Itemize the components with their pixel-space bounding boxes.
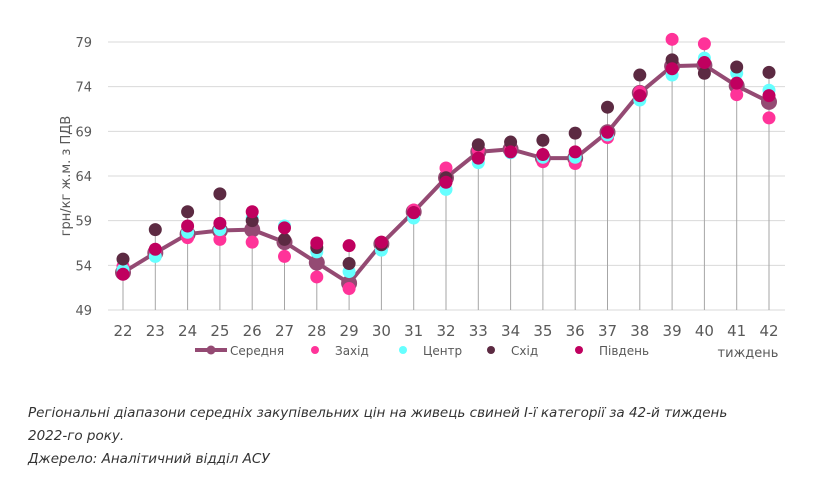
point-5-Схід (278, 232, 291, 246)
x-tick-label: 28 (307, 322, 326, 340)
average-marker (308, 254, 325, 271)
point-0-Південь (116, 267, 130, 281)
point-5-Захід (278, 249, 291, 263)
point-7-Південь (342, 239, 356, 253)
point-4-Південь (245, 205, 259, 219)
point-1-Схід (148, 223, 162, 237)
point-7-Захід (342, 282, 356, 296)
point-19-Схід (730, 60, 744, 74)
x-tick-label: 27 (275, 322, 294, 340)
x-tick-label: 26 (243, 322, 262, 340)
y-axis-ticks: 49 54 59 64 69 74 79 (75, 36, 92, 319)
x-tick-label: 32 (436, 322, 455, 340)
x-tick-label: 23 (146, 322, 165, 340)
point-5-Південь (278, 221, 291, 235)
x-tick-label: 34 (501, 322, 520, 340)
y-tick-label: 69 (75, 125, 92, 140)
point-6-Південь (310, 236, 324, 250)
legend-swatch-marker (206, 345, 216, 355)
y-axis-label: грн/кг ж.м. з ПДВ (59, 116, 74, 237)
point-8-Південь (374, 235, 388, 249)
x-axis-label: тиждень (718, 346, 779, 361)
point-4-Схід (245, 214, 259, 228)
legend-label: Центр (423, 344, 462, 358)
point-16-Південь (633, 89, 647, 103)
point-12-Схід (504, 135, 518, 149)
point-20-Південь (762, 89, 776, 103)
point-14-Схід (568, 126, 582, 140)
point-7-Схід (342, 257, 356, 271)
point-15-Схід (601, 100, 614, 114)
caption-line-3: Джерело: Аналітичний відділ АСУ (28, 451, 270, 467)
point-3-Схід (213, 187, 227, 201)
legend: Середня Захід Центр Схід Південь (195, 344, 649, 358)
x-tick-label: 40 (695, 322, 714, 340)
x-tick-label: 33 (469, 322, 488, 340)
y-tick-label: 74 (75, 81, 92, 96)
point-16-Схід (633, 68, 647, 82)
point-10-Захід (439, 161, 453, 175)
region-points (116, 32, 776, 296)
point-2-Схід (181, 205, 195, 219)
legend-label: Середня (230, 344, 284, 358)
x-tick-label: 29 (340, 322, 359, 340)
legend-swatch-dot (487, 346, 495, 354)
point-6-Захід (310, 270, 324, 284)
legend-label: Захід (335, 344, 369, 358)
point-19-Захід (730, 88, 744, 102)
point-18-Захід (697, 37, 711, 51)
point-13-Південь (536, 148, 550, 162)
point-20-Схід (762, 65, 776, 79)
point-18-Південь (697, 56, 711, 70)
y-tick-label: 54 (75, 259, 92, 274)
x-tick-label: 42 (759, 322, 778, 340)
point-15-Південь (601, 125, 614, 139)
x-tick-label: 36 (566, 322, 585, 340)
point-14-Південь (568, 145, 582, 159)
figure-caption: Регіональні діапазони середніх закупівел… (28, 402, 808, 471)
x-tick-label: 30 (372, 322, 391, 340)
legend-swatch-dot (311, 346, 319, 354)
point-17-Схід (665, 53, 679, 67)
point-2-Південь (181, 219, 195, 233)
x-tick-label: 31 (404, 322, 423, 340)
x-tick-label: 35 (533, 322, 552, 340)
point-12-Південь (504, 145, 518, 159)
point-1-Південь (148, 242, 162, 256)
legend-swatch-dot (575, 346, 583, 354)
point-18-Схід (697, 66, 711, 80)
point-11-Схід (471, 138, 485, 152)
caption-line-2: 2022-го року. (28, 428, 125, 444)
y-tick-label: 64 (75, 170, 92, 185)
x-tick-label: 24 (178, 322, 197, 340)
point-3-Захід (213, 232, 227, 246)
point-17-Південь (665, 62, 679, 76)
point-9-Південь (407, 206, 421, 220)
x-tick-label: 39 (663, 322, 682, 340)
legend-label: Південь (599, 344, 649, 358)
y-tick-label: 79 (75, 36, 92, 51)
x-axis-ticks: 22 23 24 25 26 27 28 29 30 31 32 33 34 35 36 37 38 39 40 41… (113, 322, 778, 340)
x-tick-label: 25 (210, 322, 229, 340)
point-0-Схід (116, 252, 130, 266)
x-tick-label: 37 (598, 322, 617, 340)
x-tick-label: 41 (727, 322, 746, 340)
y-tick-label: 59 (75, 215, 92, 230)
point-4-Захід (245, 235, 259, 249)
point-13-Схід (536, 133, 550, 147)
point-10-Південь (439, 175, 453, 189)
lollipop-chart: 49 54 59 64 69 74 79 22 23 24 25 26 27 28 29 30 31 32 33 3… (59, 32, 785, 361)
point-19-Південь (730, 76, 744, 90)
caption-line-1: Регіональні діапазони середніх закупівел… (28, 405, 728, 421)
point-3-Південь (213, 216, 227, 230)
point-20-Захід (762, 111, 776, 125)
point-11-Південь (471, 151, 485, 165)
legend-swatch-dot (399, 346, 407, 354)
point-17-Захід (665, 32, 679, 46)
y-tick-label: 49 (75, 304, 92, 319)
x-tick-label: 22 (113, 322, 132, 340)
legend-label: Схід (511, 344, 538, 358)
x-tick-label: 38 (630, 322, 649, 340)
